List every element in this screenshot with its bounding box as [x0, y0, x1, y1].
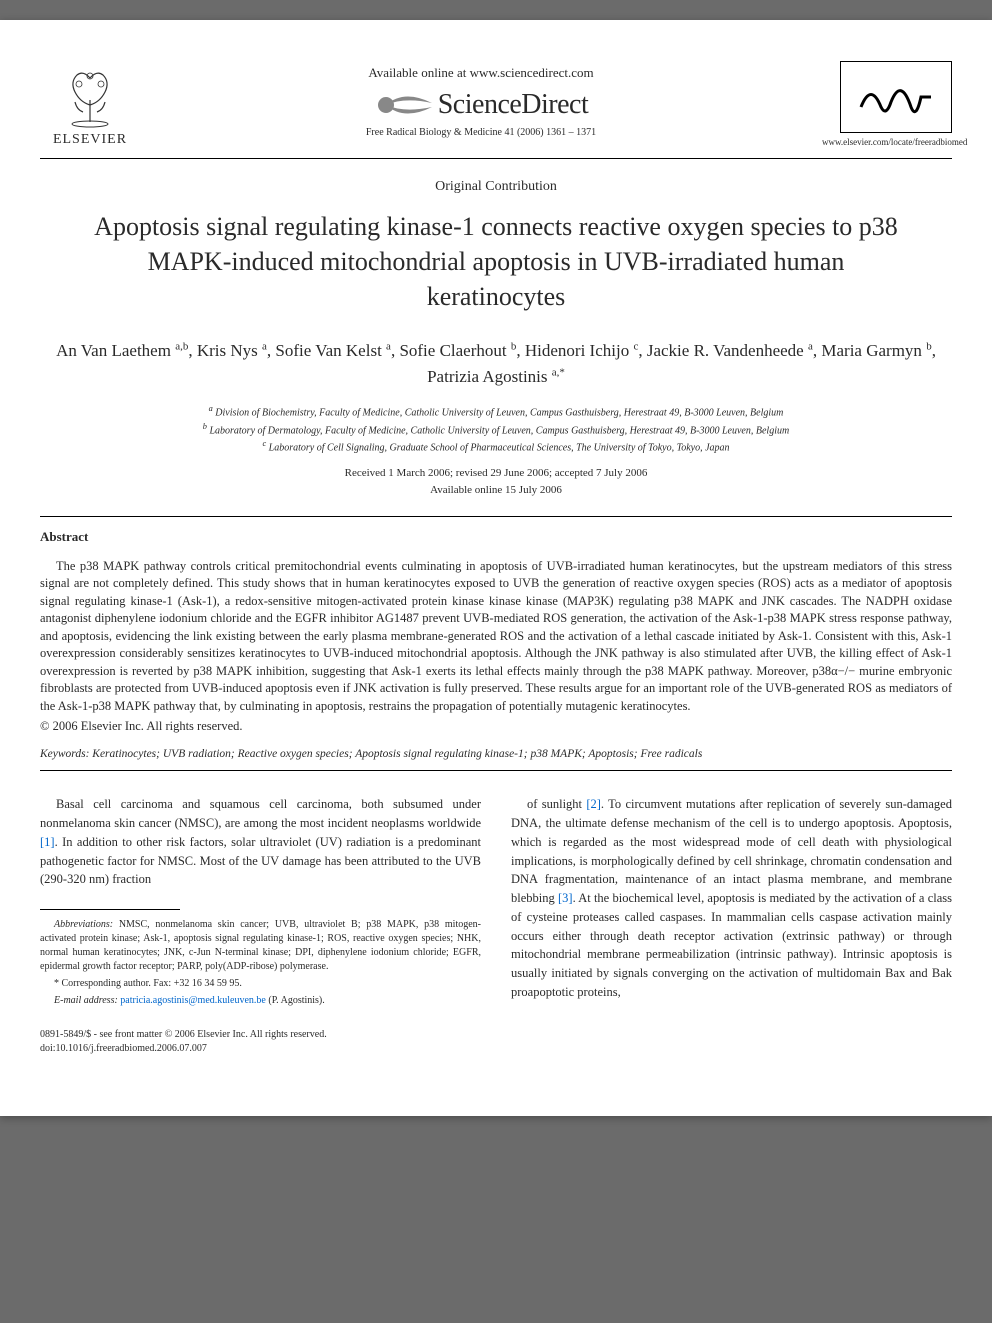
article-title: Apoptosis signal regulating kinase-1 con… [80, 209, 912, 314]
center-header: Available online at www.sciencedirect.co… [140, 65, 822, 144]
header-row: ELSEVIER Available online at www.science… [40, 60, 952, 148]
affiliation-a: a Division of Biochemistry, Faculty of M… [40, 403, 952, 420]
email-link[interactable]: patricia.agostinis@med.kuleuven.be [120, 995, 266, 1006]
footnotes: Abbreviations: NMSC, nonmelanoma skin ca… [40, 918, 481, 1008]
keywords-rule [40, 770, 952, 771]
header-rule [40, 158, 952, 159]
body-paragraph: Basal cell carcinoma and squamous cell c… [40, 795, 481, 889]
abstract-top-rule [40, 516, 952, 517]
sciencedirect-swoosh-icon [374, 87, 434, 123]
column-right: of sunlight [2]. To circumvent mutations… [511, 795, 952, 1056]
footnote-abbreviations: Abbreviations: NMSC, nonmelanoma skin ca… [40, 918, 481, 974]
keywords-label: Keywords: [40, 748, 89, 760]
body-paragraph: of sunlight [2]. To circumvent mutations… [511, 795, 952, 1001]
abstract-text: The p38 MAPK pathway controls critical p… [40, 558, 952, 716]
affiliations: a Division of Biochemistry, Faculty of M… [40, 403, 952, 455]
journal-logo-block: www.elsevier.com/locate/freeradbiomed [822, 61, 952, 147]
article-type: Original Contribution [40, 179, 952, 195]
footer-block: 0891-5849/$ - see front matter © 2006 El… [40, 1028, 481, 1056]
date-online: Available online 15 July 2006 [40, 482, 952, 499]
body-columns: Basal cell carcinoma and squamous cell c… [40, 795, 952, 1056]
journal-cover-icon [840, 61, 952, 133]
sciencedirect-text: ScienceDirect [438, 89, 589, 121]
elsevier-logo: ELSEVIER [40, 60, 140, 148]
keywords-text: Keratinocytes; UVB radiation; Reactive o… [92, 748, 702, 760]
affiliation-c: c Laboratory of Cell Signaling, Graduate… [40, 438, 952, 455]
footer-doi: doi:10.1016/j.freeradbiomed.2006.07.007 [40, 1042, 481, 1056]
abstract-heading: Abstract [40, 529, 952, 545]
elsevier-label: ELSEVIER [53, 132, 127, 148]
abstract-copyright: © 2006 Elsevier Inc. All rights reserved… [40, 719, 952, 734]
date-received: Received 1 March 2006; revised 29 June 2… [40, 465, 952, 482]
elsevier-tree-icon [55, 60, 125, 130]
journal-citation: Free Radical Biology & Medicine 41 (2006… [140, 127, 822, 138]
available-online-text: Available online at www.sciencedirect.co… [140, 65, 822, 81]
journal-url: www.elsevier.com/locate/freeradbiomed [822, 137, 952, 147]
article-dates: Received 1 March 2006; revised 29 June 2… [40, 465, 952, 498]
column-left: Basal cell carcinoma and squamous cell c… [40, 795, 481, 1056]
authors-list: An Van Laethem a,b, Kris Nys a, Sofie Va… [40, 338, 952, 389]
footnote-separator [40, 909, 180, 910]
affiliation-b: b Laboratory of Dermatology, Faculty of … [40, 421, 952, 438]
footnote-corresponding: * Corresponding author. Fax: +32 16 34 5… [40, 977, 481, 991]
page: ELSEVIER Available online at www.science… [0, 20, 992, 1116]
sciencedirect-logo: ScienceDirect [140, 87, 822, 123]
footer-frontmatter: 0891-5849/$ - see front matter © 2006 El… [40, 1028, 481, 1042]
footnote-email: E-mail address: patricia.agostinis@med.k… [40, 994, 481, 1008]
keywords-line: Keywords: Keratinocytes; UVB radiation; … [40, 748, 952, 760]
